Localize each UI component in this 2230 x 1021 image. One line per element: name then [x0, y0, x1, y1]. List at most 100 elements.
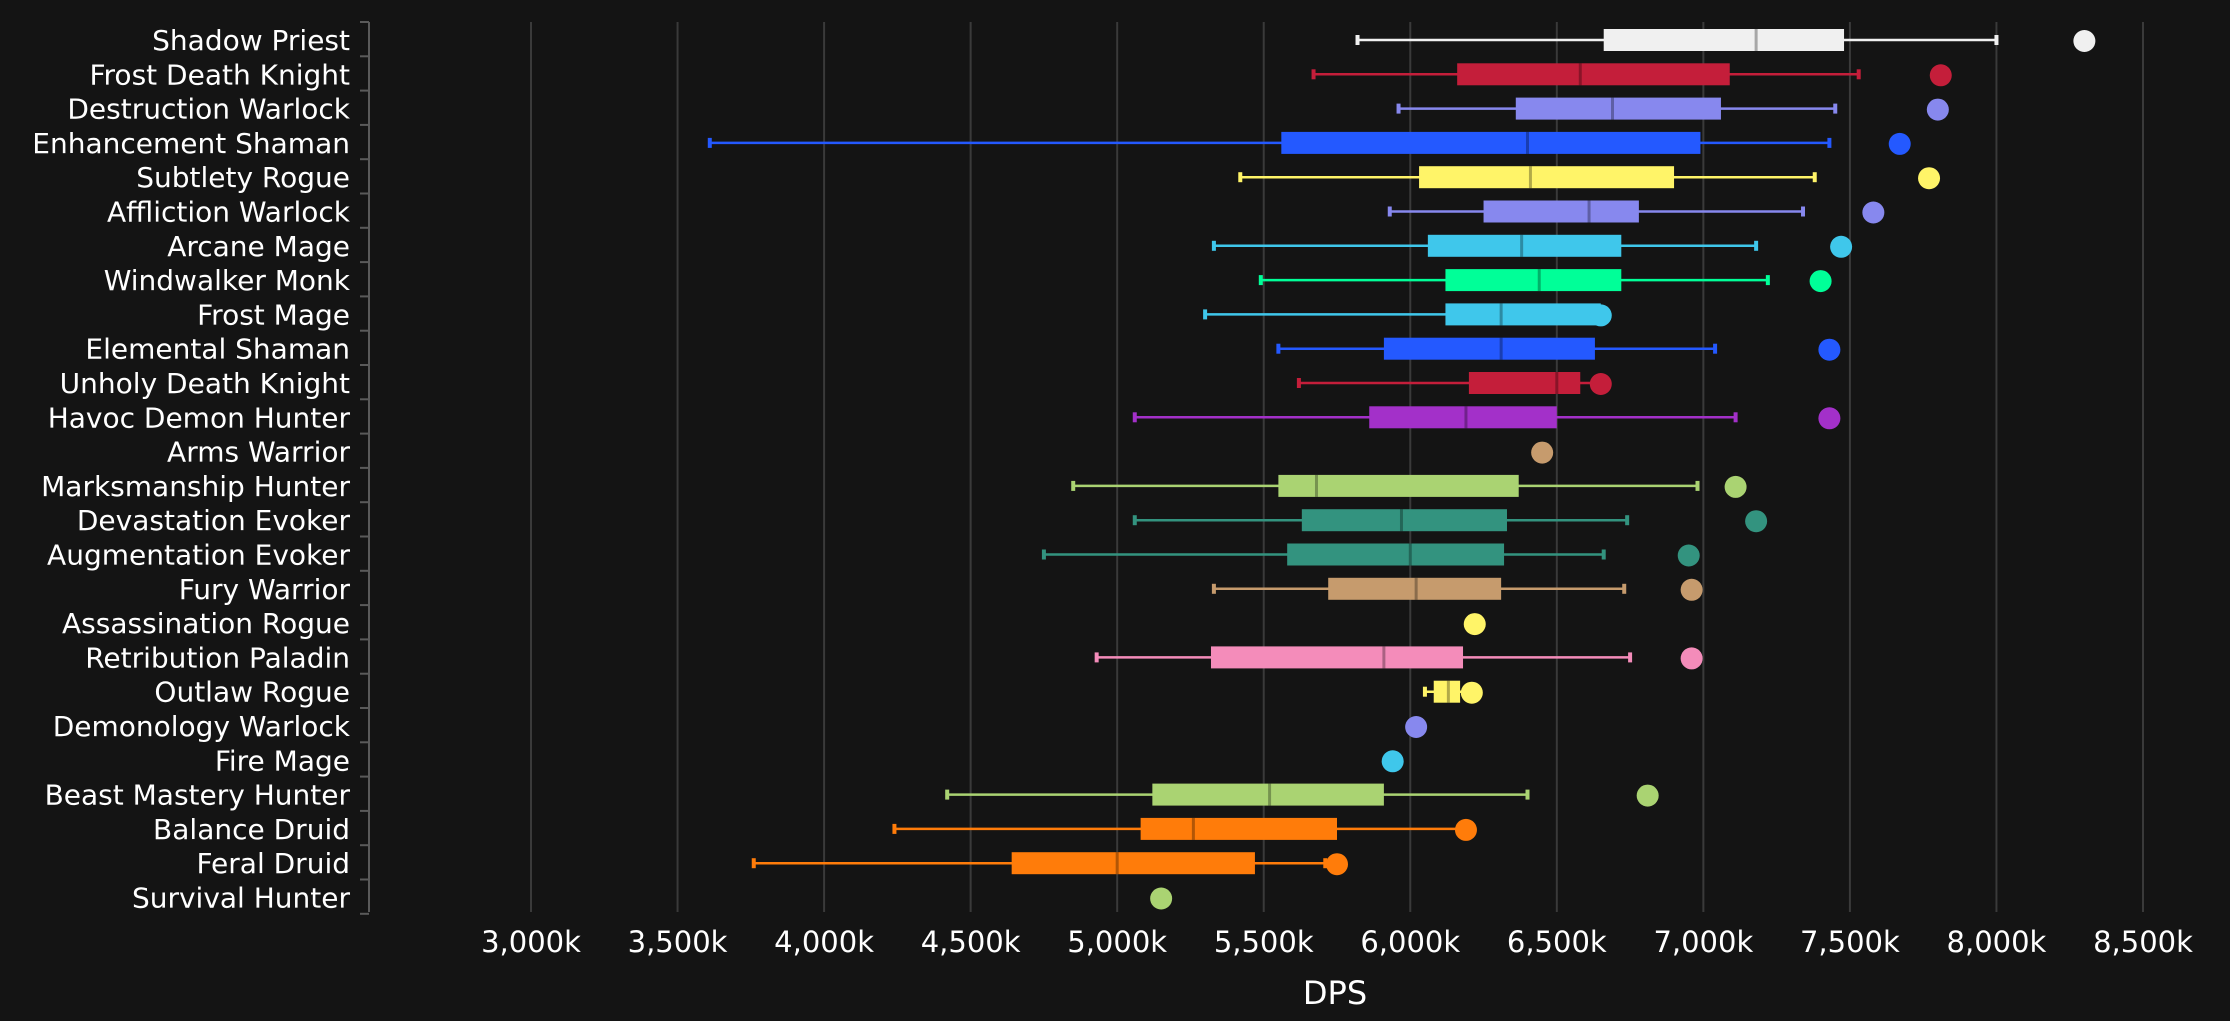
series-row: Outlaw Rogue: [154, 676, 1483, 709]
x-tick-label: 3,500k: [628, 925, 728, 959]
iqr-box: [1445, 303, 1601, 326]
max-point: [1326, 853, 1348, 876]
series-row: Feral Druid: [196, 847, 1348, 880]
series-row: Retribution Paladin: [85, 641, 1703, 674]
x-tick-label: 4,500k: [921, 925, 1021, 959]
iqr-box: [1383, 337, 1595, 360]
x-tick-label: 3,000k: [481, 925, 581, 959]
max-point: [1680, 578, 1703, 601]
series-row: Assassination Rogue: [62, 607, 1486, 640]
max-point: [1636, 784, 1659, 807]
iqr-box: [1369, 406, 1557, 429]
category-label: Windwalker Monk: [104, 264, 351, 297]
series-row: Marksmanship Hunter: [41, 470, 1747, 503]
x-tick-label: 7,500k: [1800, 925, 1900, 959]
category-label: Balance Druid: [153, 813, 350, 846]
category-label: Assassination Rogue: [62, 607, 350, 640]
iqr-box: [1287, 543, 1505, 566]
series-row: Augmentation Evoker: [47, 539, 1700, 572]
category-label: Subtlety Rogue: [136, 161, 350, 194]
max-point: [1745, 510, 1768, 533]
category-label: Beast Mastery Hunter: [45, 779, 351, 812]
iqr-box: [1328, 577, 1502, 600]
iqr-box: [1301, 509, 1507, 532]
category-label: Havoc Demon Hunter: [48, 401, 351, 434]
iqr-box: [1011, 852, 1255, 875]
iqr-box: [1140, 817, 1337, 840]
series-row: Shadow Priest: [152, 24, 2096, 57]
y-axis: [360, 21, 370, 915]
max-point: [1677, 544, 1700, 567]
series-row: Balance Druid: [153, 813, 1477, 846]
series-row: Devastation Evoker: [77, 504, 1768, 537]
series-row: Demonology Warlock: [53, 710, 1428, 743]
x-tick-label: 7,000k: [1653, 925, 1753, 959]
category-label: Frost Death Knight: [89, 58, 350, 91]
series-row: Frost Mage: [197, 298, 1612, 331]
x-tick-label: 6,500k: [1507, 925, 1607, 959]
iqr-box: [1445, 269, 1622, 292]
x-tick-label: 4,000k: [774, 925, 874, 959]
iqr-box: [1419, 166, 1675, 189]
max-point: [1888, 132, 1911, 155]
max-point: [1818, 338, 1841, 361]
series-row: Windwalker Monk: [104, 264, 1832, 297]
x-axis-title: DPS: [1303, 974, 1367, 1012]
category-label: Elemental Shaman: [85, 333, 350, 366]
iqr-box: [1281, 131, 1701, 154]
series-row: Enhancement Shaman: [32, 127, 1911, 160]
iqr-box: [1427, 234, 1622, 257]
category-label: Feral Druid: [196, 847, 350, 880]
max-point: [1589, 304, 1612, 327]
iqr-box: [1515, 97, 1721, 120]
max-point: [2073, 30, 2096, 52]
max-point: [1150, 887, 1173, 910]
max-point: [1830, 235, 1853, 258]
series-row: Survival Hunter: [132, 882, 1173, 915]
category-label: Outlaw Rogue: [154, 676, 350, 709]
iqr-box: [1603, 29, 1845, 51]
category-label: Arms Warrior: [167, 436, 350, 469]
series-row: Elemental Shaman: [85, 333, 1841, 366]
series-row: Beast Mastery Hunter: [45, 779, 1659, 812]
max-point: [1809, 270, 1832, 293]
iqr-box: [1152, 783, 1384, 806]
max-point: [1926, 98, 1949, 121]
max-point: [1454, 818, 1477, 841]
max-point: [1405, 716, 1428, 738]
category-label: Shadow Priest: [152, 24, 350, 57]
category-label: Fire Mage: [215, 744, 350, 777]
category-label: Augmentation Evoker: [47, 539, 350, 572]
iqr-box: [1483, 200, 1639, 223]
max-point: [1818, 407, 1841, 430]
max-point: [1463, 613, 1486, 636]
max-point: [1531, 441, 1554, 464]
series-row: Frost Death Knight: [89, 58, 1952, 91]
series-row: Fury Warrior: [179, 573, 1703, 606]
x-tick-label: 8,500k: [2093, 925, 2193, 959]
max-point: [1862, 201, 1885, 224]
max-point: [1929, 64, 1952, 87]
x-tick-label: 8,000k: [1947, 925, 2047, 959]
series-row: Subtlety Rogue: [136, 161, 1941, 194]
max-point: [1680, 647, 1703, 670]
iqr-box: [1278, 474, 1519, 497]
max-point: [1918, 167, 1941, 190]
category-label: Destruction Warlock: [67, 93, 350, 126]
x-tick-label: 5,500k: [1214, 925, 1314, 959]
category-label: Arcane Mage: [167, 230, 350, 263]
category-label: Retribution Paladin: [85, 641, 350, 674]
max-point: [1460, 681, 1483, 704]
series-row: Arcane Mage: [167, 230, 1853, 263]
category-label: Unholy Death Knight: [60, 367, 350, 400]
iqr-box: [1210, 646, 1464, 669]
iqr-box: [1457, 63, 1730, 86]
category-label: Devastation Evoker: [77, 504, 351, 537]
category-label: Enhancement Shaman: [32, 127, 350, 160]
iqr-box: [1468, 372, 1581, 394]
series-row: Arms Warrior: [167, 436, 1554, 469]
x-tick-label: 5,000k: [1067, 925, 1167, 959]
